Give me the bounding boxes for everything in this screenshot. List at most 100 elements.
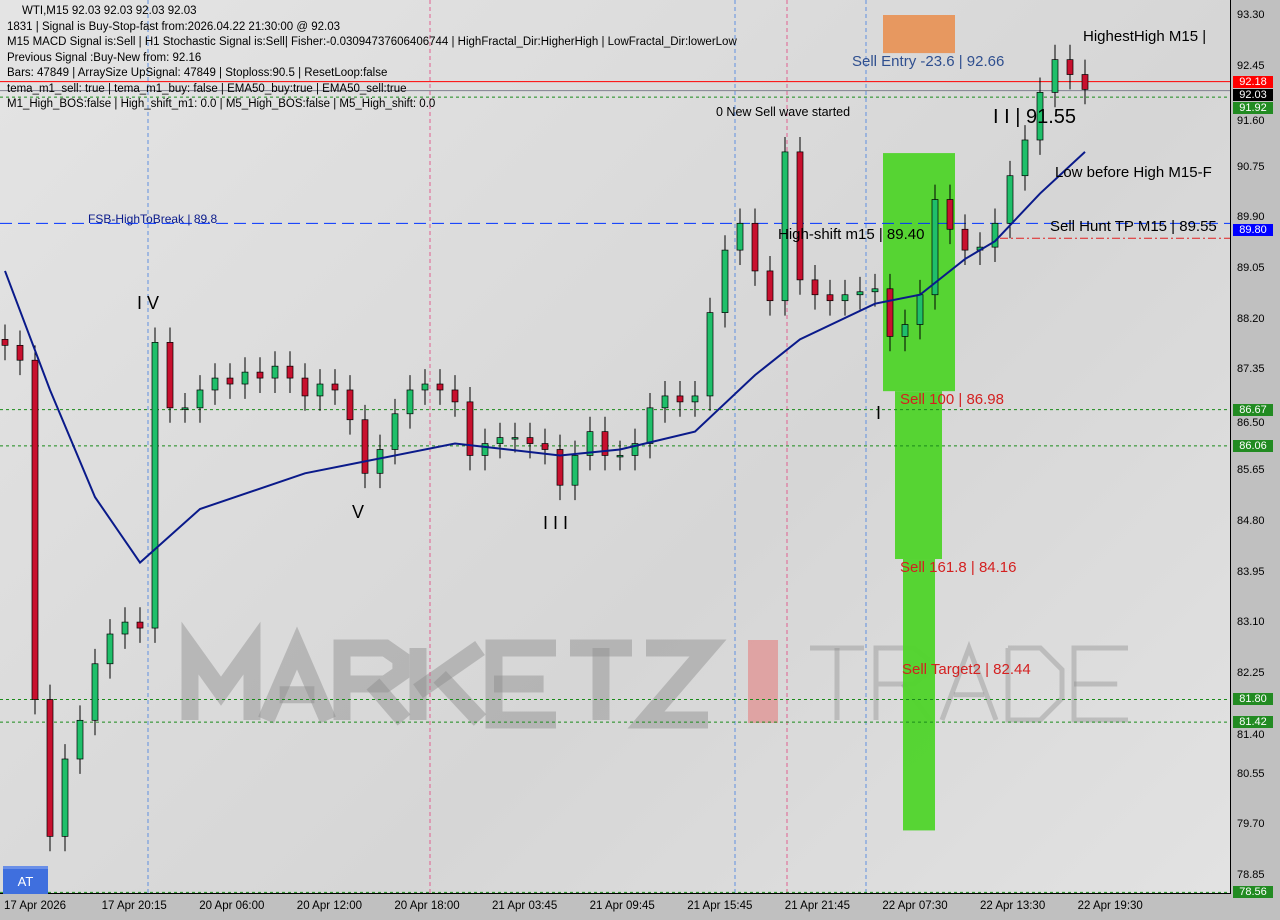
watermark-letter <box>1071 645 1128 723</box>
sell-100-zone <box>883 153 955 392</box>
candle-body <box>586 431 594 456</box>
y-tick-label: 91.60 <box>1237 114 1265 127</box>
y-tick-label: 79.70 <box>1237 818 1265 831</box>
candle-body <box>496 437 504 444</box>
watermark-letter <box>333 639 410 720</box>
wave-iv-label: I V <box>137 293 160 313</box>
candle-body <box>91 663 99 721</box>
candle-body <box>451 389 459 403</box>
y-tick-label: 83.95 <box>1237 565 1265 578</box>
candle-body <box>1066 59 1074 75</box>
watermark-letter <box>939 640 999 721</box>
wave-iii-label: I I I <box>543 513 569 533</box>
candle-body <box>751 222 759 272</box>
candle-body <box>826 294 834 302</box>
price-level-tag: 81.80 <box>1233 693 1273 706</box>
x-tick-label: 21 Apr 15:45 <box>687 900 753 912</box>
watermark-letter <box>1005 645 1065 723</box>
candle-body <box>616 455 624 458</box>
candle-body <box>661 395 669 409</box>
candle-body <box>781 151 789 302</box>
watermark-letter <box>433 671 487 726</box>
y-tick-label: 80.55 <box>1237 767 1265 780</box>
sell-entry-zone <box>883 15 955 54</box>
x-tick-label: 22 Apr 13:30 <box>980 900 1046 912</box>
y-tick-label: 93.30 <box>1237 9 1265 21</box>
sell-entry-label: Sell Entry -23.6 | 92.66 <box>852 53 1005 70</box>
y-tick-label: 78.85 <box>1237 869 1265 882</box>
chart-area[interactable]: WTI,M15 92.03 92.03 92.03 92.03 1831 | Si… <box>0 0 1231 894</box>
y-tick-label: 81.40 <box>1237 729 1265 742</box>
candle-body <box>796 151 804 281</box>
price-level-tag: 86.67 <box>1233 403 1273 416</box>
y-tick-label: 88.20 <box>1237 312 1265 325</box>
highest-high-label: HighestHigh M15 | <box>1083 28 1207 45</box>
info-line: WTI,M15 92.03 92.03 92.03 92.03 <box>22 5 197 17</box>
candle-body <box>241 371 249 385</box>
x-tick-label: 20 Apr 12:00 <box>296 900 363 912</box>
x-tick-label: 21 Apr 21:45 <box>784 900 851 912</box>
candle-body <box>631 443 639 456</box>
y-tick-label: 85.65 <box>1237 464 1265 477</box>
sell-100-label: Sell 100 | 86.98 <box>900 391 1004 408</box>
candle-body <box>301 377 309 397</box>
candle-body <box>1006 175 1014 224</box>
x-tick-label: 17 Apr 2026 <box>4 900 67 912</box>
ema50-line <box>4 151 1086 565</box>
y-tick-label: 82.25 <box>1237 666 1265 679</box>
info-line: M15 MACD Signal is:Sell | H1 Stochastic … <box>7 36 737 48</box>
candle-body <box>136 621 144 629</box>
candle-body <box>901 324 909 337</box>
price-level-tag: 92.03 <box>1233 88 1273 101</box>
wave-v-label: V <box>352 502 365 522</box>
candle-body <box>16 344 24 361</box>
info-line: Bars: 47849 | ArraySize UpSignal: 47849 … <box>7 67 388 79</box>
x-tick-label: 21 Apr 03:45 <box>492 900 558 912</box>
info-line: 1831 | Signal is Buy-Stop-fast from:2026… <box>7 20 341 33</box>
info-line: tema_m1_sell: true | tema_m1_buy: false … <box>7 82 407 95</box>
candle-body <box>571 455 579 486</box>
price-level-tag: 92.18 <box>1233 75 1273 88</box>
candle-body <box>541 443 549 450</box>
autotrading-button[interactable]: AT <box>3 866 48 894</box>
candle-body <box>436 383 444 391</box>
candle-body <box>151 342 159 629</box>
y-tick-label: 89.90 <box>1237 211 1265 224</box>
watermark-letter <box>366 678 411 726</box>
y-tick-label: 84.80 <box>1237 514 1265 527</box>
candle-body <box>1036 92 1044 141</box>
sell-161-label: Sell 161.8 | 84.16 <box>900 559 1017 576</box>
candle-body <box>466 401 474 456</box>
candle-body <box>196 389 204 409</box>
candle-body <box>316 383 324 397</box>
candle-body <box>421 383 429 391</box>
candle-body <box>226 377 234 385</box>
watermark-letter <box>181 621 261 720</box>
candle-body <box>991 222 999 248</box>
y-tick-label: 83.10 <box>1237 616 1265 629</box>
x-tick-label: 21 Apr 09:45 <box>589 900 655 912</box>
candle-body <box>706 312 714 397</box>
candle-body <box>871 288 879 293</box>
y-tick-label: 86.50 <box>1237 416 1265 429</box>
candle-body <box>346 389 354 421</box>
candle-body <box>106 633 114 665</box>
new-wave-label: 0 New Sell wave started <box>716 105 851 119</box>
watermark-bar <box>748 640 778 723</box>
x-tick-label: 20 Apr 06:00 <box>199 900 265 912</box>
candle-body <box>406 389 414 415</box>
candle-body <box>601 431 609 456</box>
price-level-tag: 89.80 <box>1233 224 1273 237</box>
candle-body <box>481 443 489 456</box>
watermark-letter <box>413 641 485 699</box>
y-tick-label: 90.75 <box>1237 160 1265 173</box>
candle-body <box>271 365 279 379</box>
fsb-label: FSB-HighToBreak | 89.8 <box>88 212 218 226</box>
candle-body <box>361 419 369 474</box>
price-level-tag: 81.42 <box>1233 716 1273 729</box>
candle-body <box>1081 74 1089 90</box>
watermark-letter <box>627 639 727 729</box>
candle-body <box>376 449 384 474</box>
candle-body <box>391 413 399 450</box>
candle-body <box>46 699 54 837</box>
